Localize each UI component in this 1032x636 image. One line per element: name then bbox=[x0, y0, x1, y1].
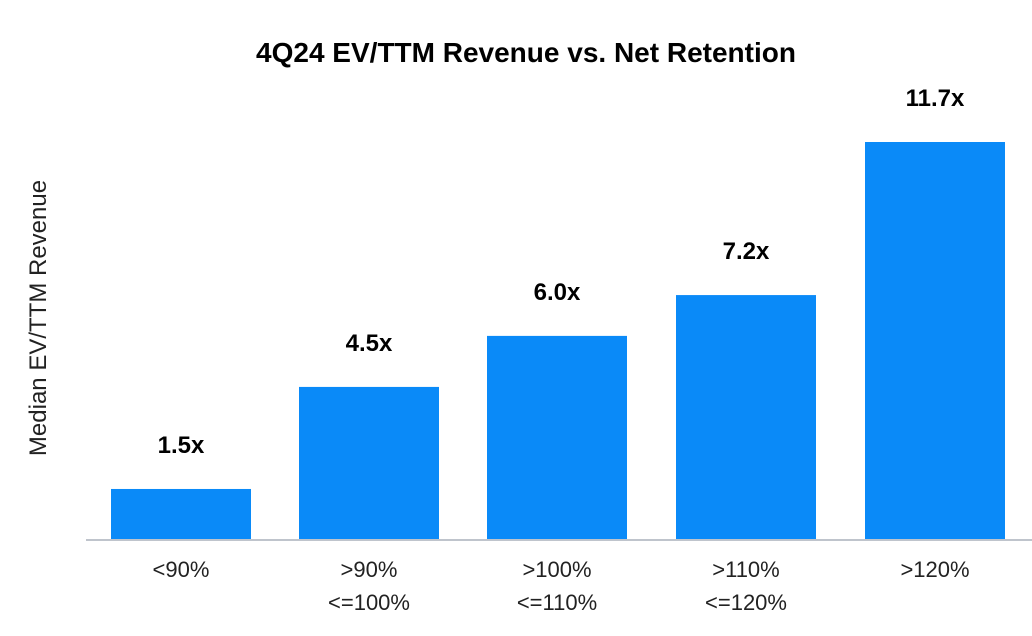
category-label-1-line-1: <=100% bbox=[328, 590, 410, 615]
bar-2 bbox=[487, 335, 627, 540]
data-label-1: 4.5x bbox=[346, 330, 393, 357]
category-label-0-line-0: <90% bbox=[153, 557, 210, 582]
data-label-3: 7.2x bbox=[723, 238, 770, 265]
data-label-2: 6.0x bbox=[534, 279, 581, 306]
bar-1 bbox=[299, 386, 439, 540]
bar-0 bbox=[111, 488, 251, 540]
category-label-3-line-1: <=120% bbox=[705, 590, 787, 615]
chart-title: 4Q24 EV/TTM Revenue vs. Net Retention bbox=[256, 37, 796, 68]
category-label-1-line-0: >90% bbox=[341, 557, 398, 582]
category-label-2-line-0: >100% bbox=[522, 557, 591, 582]
y-axis-label: Median EV/TTM Revenue bbox=[25, 180, 52, 456]
category-labels-group: <90% >90% <=100% >100% <=110% >110% <=120% >120… bbox=[153, 557, 970, 615]
data-label-4: 11.7x bbox=[906, 85, 965, 112]
bars-group bbox=[111, 142, 1005, 540]
data-label-0: 1.5x bbox=[158, 432, 205, 459]
bar-4 bbox=[865, 142, 1005, 540]
category-label-4-line-0: >120% bbox=[900, 557, 969, 582]
data-labels-group: 1.5x 4.5x 6.0x 7.2x 11.7x bbox=[158, 85, 965, 459]
bar-3 bbox=[676, 295, 816, 540]
category-label-3-line-0: >110% bbox=[712, 557, 779, 582]
category-label-2-line-1: <=110% bbox=[517, 590, 597, 615]
